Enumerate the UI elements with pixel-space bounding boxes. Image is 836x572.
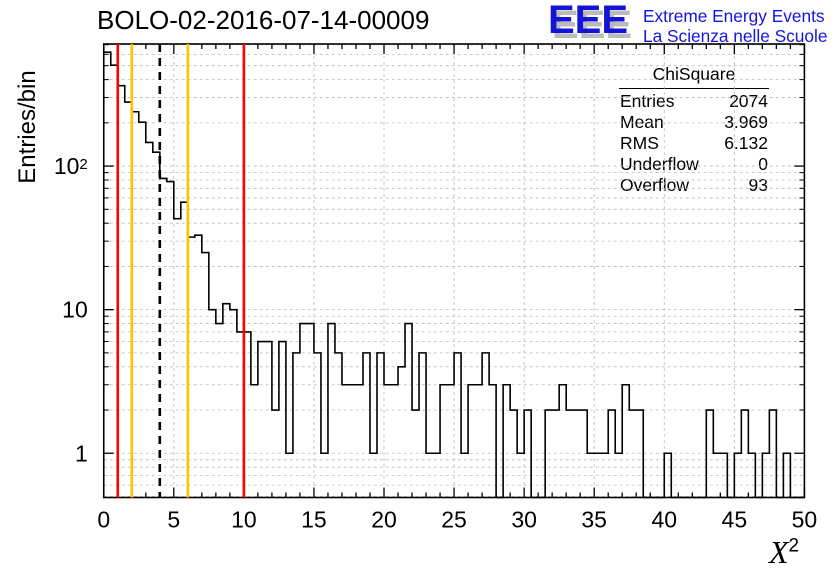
svg-text:EEE: EEE	[548, 0, 628, 42]
